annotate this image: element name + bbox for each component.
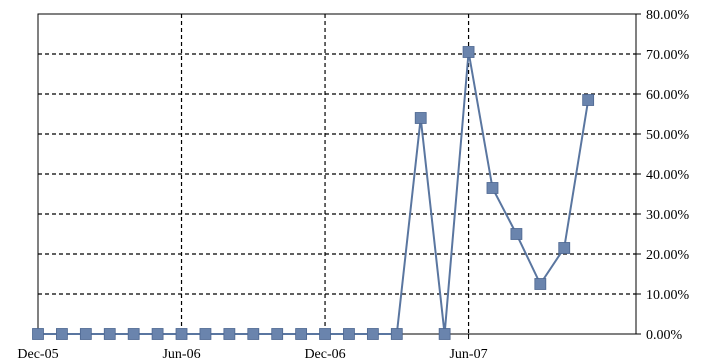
- data-point-marker: [462, 46, 475, 58]
- y-tick-label: 60.00%: [646, 88, 690, 103]
- data-point-marker: [247, 328, 260, 340]
- data-point-marker: [271, 328, 284, 340]
- data-point-marker: [510, 228, 523, 240]
- y-tick-label: 0.00%: [646, 328, 683, 343]
- data-point-marker: [199, 328, 212, 340]
- data-point-marker: [79, 328, 92, 340]
- data-point-marker: [295, 328, 308, 340]
- data-point-marker: [32, 328, 44, 340]
- data-point-marker: [366, 328, 379, 340]
- data-point-marker: [103, 328, 116, 340]
- data-point-marker: [582, 94, 595, 106]
- x-axis-tick-labels: Dec-05 Jun-06 Dec-06 Jun-07: [17, 347, 487, 362]
- data-point-marker: [438, 328, 451, 340]
- data-point-marker: [127, 328, 140, 340]
- y-tick-label: 20.00%: [646, 248, 690, 263]
- data-point-marker: [558, 242, 571, 254]
- data-point-marker: [534, 278, 547, 290]
- data-point-marker: [486, 182, 499, 194]
- x-tick-label: Dec-06: [304, 347, 345, 362]
- y-axis-tick-labels: 0.00% 10.00% 20.00% 30.00% 40.00% 50.00% 60.00…: [646, 8, 690, 343]
- y-tick-label: 40.00%: [646, 168, 690, 183]
- y-tick-label: 80.00%: [646, 8, 690, 23]
- data-point-marker: [319, 328, 331, 340]
- data-point-marker: [390, 328, 403, 340]
- data-point-marker: [56, 328, 68, 340]
- data-point-marker: [151, 328, 164, 340]
- y-tick-label: 10.00%: [646, 288, 690, 303]
- x-tick-label: Dec-05: [17, 347, 58, 362]
- data-point-marker: [175, 328, 188, 340]
- y-tick-label: 70.00%: [646, 48, 690, 63]
- data-point-marker: [223, 328, 236, 340]
- grid-lines: [38, 14, 636, 334]
- data-point-marker: [414, 112, 427, 124]
- x-tick-label: Jun-07: [449, 347, 487, 362]
- x-tick-label: Jun-06: [162, 347, 200, 362]
- series-markers: [32, 46, 595, 340]
- data-point-marker: [343, 328, 355, 340]
- y-tick-label: 30.00%: [646, 208, 690, 223]
- y-tick-label: 50.00%: [646, 128, 690, 143]
